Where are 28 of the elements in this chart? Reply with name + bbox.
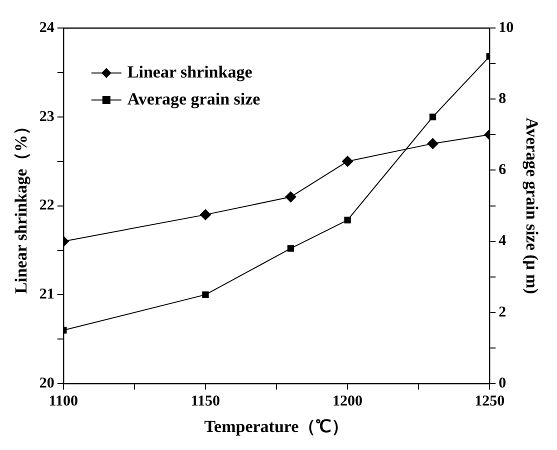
point — [429, 114, 436, 120]
x-axis-title: Temperature（℃） — [204, 417, 349, 436]
y2-tick-label: 6 — [498, 162, 507, 178]
x-tick-label: 1100 — [48, 393, 78, 410]
point — [287, 245, 294, 252]
point — [202, 291, 209, 298]
x-tick-label: 1150 — [190, 393, 220, 410]
y2-tick-label: 10 — [498, 20, 514, 36]
x-tick-label: 1200 — [332, 393, 363, 410]
x-tick-label: 1250 — [474, 393, 505, 410]
point — [285, 191, 296, 202]
y2-axis-title: Average grain size (μ m) — [522, 118, 542, 294]
legend-label: Average grain size — [127, 89, 261, 108]
y2-tick-label: 0 — [498, 375, 506, 392]
y-tick-label: 22 — [39, 198, 54, 214]
legend-label: Linear shrinkage — [127, 62, 253, 82]
point — [200, 209, 211, 220]
y2-tick-label: 2 — [498, 304, 506, 320]
y-tick-label: 20 — [39, 375, 54, 392]
y2-tick-label: 8 — [498, 90, 506, 107]
y-tick-label: 23 — [39, 108, 54, 125]
y-tick-label: 24 — [39, 20, 55, 36]
y-tick-label: 21 — [39, 286, 54, 303]
point — [342, 156, 354, 167]
point — [427, 138, 438, 150]
y-axis-title: Linear shrinkage（%） — [12, 118, 31, 294]
y2-tick-label: 4 — [498, 233, 507, 250]
point — [344, 216, 351, 224]
